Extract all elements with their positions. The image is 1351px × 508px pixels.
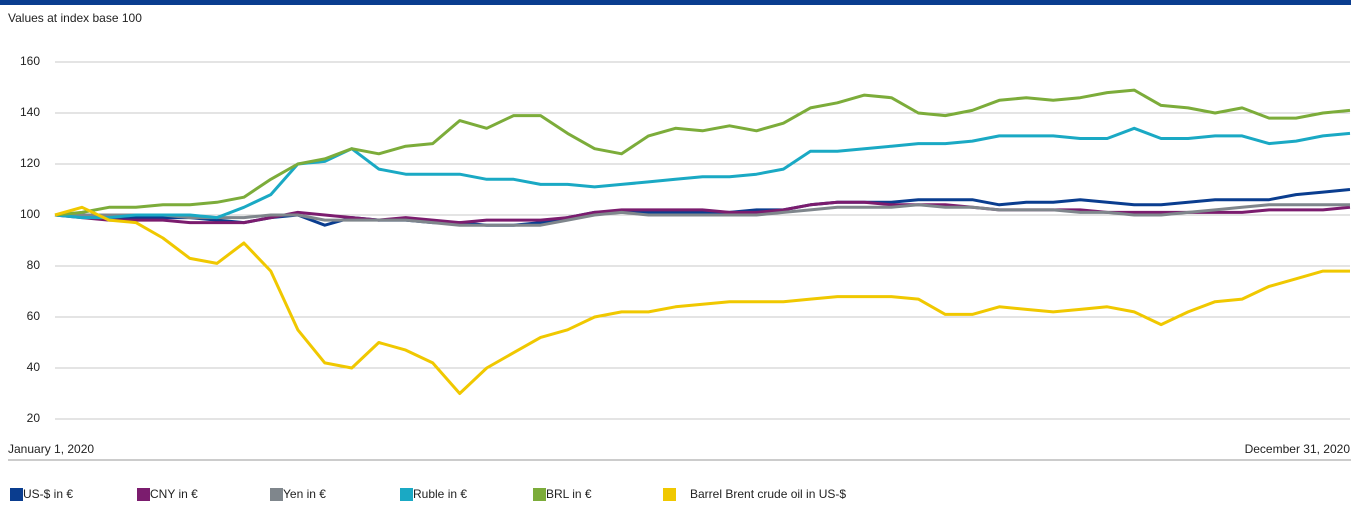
legend-label: Yen in € (283, 487, 326, 501)
y-tick-label: 140 (20, 105, 40, 119)
legend-swatch (400, 488, 413, 501)
legend-label: Ruble in € (413, 487, 467, 501)
chart-subtitle: Values at index base 100 (8, 11, 142, 25)
series-line (54, 88, 1351, 217)
y-tick-label: 20 (27, 411, 41, 425)
series-line (54, 126, 1351, 220)
legend-swatch (10, 488, 23, 501)
x-tick-label: December 31, 2020 (1245, 442, 1351, 456)
y-tick-label: 80 (27, 258, 41, 272)
legend-swatch (533, 488, 546, 501)
y-tick-label: 100 (20, 207, 40, 221)
series-line (54, 205, 1350, 395)
series-line (55, 203, 1350, 227)
y-tick-label: 120 (20, 156, 40, 170)
legend-swatch (270, 488, 283, 501)
legend-label: BRL in € (546, 487, 592, 501)
legend-label: CNY in € (150, 487, 198, 501)
y-tick-label: 40 (27, 360, 41, 374)
x-tick-label: January 1, 2020 (8, 442, 94, 456)
legend-label: US-$ in € (23, 487, 73, 501)
legend-swatch (137, 488, 150, 501)
y-tick-label: 160 (20, 54, 40, 68)
series-line (54, 200, 1351, 225)
legend-swatch (663, 488, 676, 501)
y-tick-label: 60 (27, 309, 41, 323)
legend-label: Barrel Brent crude oil in US-$ (690, 487, 846, 501)
top-bar (0, 0, 1351, 5)
